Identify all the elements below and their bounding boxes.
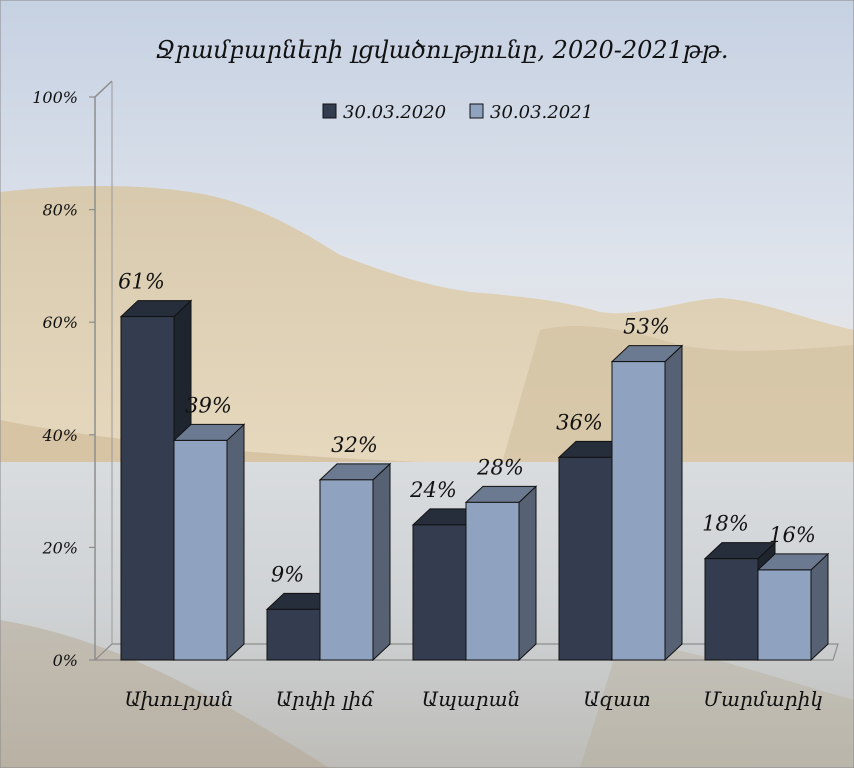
- bar: [465, 501, 520, 661]
- legend-label: 30.03.2021: [490, 102, 593, 123]
- bar: [611, 361, 666, 661]
- bar-side: [372, 462, 391, 662]
- bar: [120, 316, 175, 661]
- bar: [558, 456, 613, 661]
- y-axis-wall: [94, 80, 113, 660]
- category-label: Ապարան: [422, 687, 521, 711]
- y-tick-label: 40%: [41, 426, 78, 445]
- category-label: Մարմարիկ: [703, 687, 823, 711]
- y-tick-label: 100%: [32, 88, 78, 107]
- chart-title: Ջրամբարների լցվածությունը, 2020-2021թթ.: [155, 36, 728, 64]
- data-label: 16%: [769, 523, 816, 547]
- category-label: Ախուրյան: [124, 687, 233, 711]
- bar-side: [518, 485, 537, 662]
- bar: [266, 608, 321, 661]
- y-tick-label: 20%: [41, 538, 78, 557]
- category-label: Արփի լիճ: [276, 687, 375, 711]
- bar: [757, 569, 812, 661]
- category-label: Ազատ: [583, 687, 651, 711]
- axes: 0% 20% 40% 60% 80% 100%: [32, 80, 839, 670]
- data-label: 39%: [185, 393, 232, 417]
- category-labels: Ախուրյան Արփի լիճ Ապարան Ազատ Մարմարիկ: [124, 687, 822, 711]
- y-tick-label: 60%: [42, 313, 78, 332]
- bar: [319, 479, 374, 661]
- data-labels: 61% 39% 9% 32% 24% 28% 36% 53% 18% 16%: [118, 270, 816, 587]
- data-label: 28%: [476, 455, 524, 479]
- data-label: 61%: [118, 270, 165, 294]
- data-label: 9%: [271, 562, 304, 586]
- legend: 30.03.2020 30.03.2021: [322, 102, 593, 123]
- bar: [173, 439, 228, 661]
- data-label: 24%: [409, 478, 457, 502]
- bar-side: [810, 552, 829, 662]
- data-label: 32%: [331, 433, 378, 457]
- data-label: 18%: [702, 512, 749, 536]
- bar-side: [664, 344, 683, 662]
- y-tick-label: 80%: [42, 201, 78, 220]
- data-label: 53%: [623, 315, 670, 339]
- bars: [119, 299, 830, 662]
- data-label: 36%: [556, 410, 603, 434]
- legend-label: 30.03.2020: [343, 102, 446, 123]
- legend-swatch: [469, 103, 484, 119]
- bar: [412, 524, 467, 661]
- legend-swatch: [322, 103, 337, 119]
- bar: [704, 558, 759, 661]
- bar-side: [226, 423, 245, 662]
- y-tick-label: 0%: [53, 651, 78, 670]
- y-axis-back: [94, 81, 113, 661]
